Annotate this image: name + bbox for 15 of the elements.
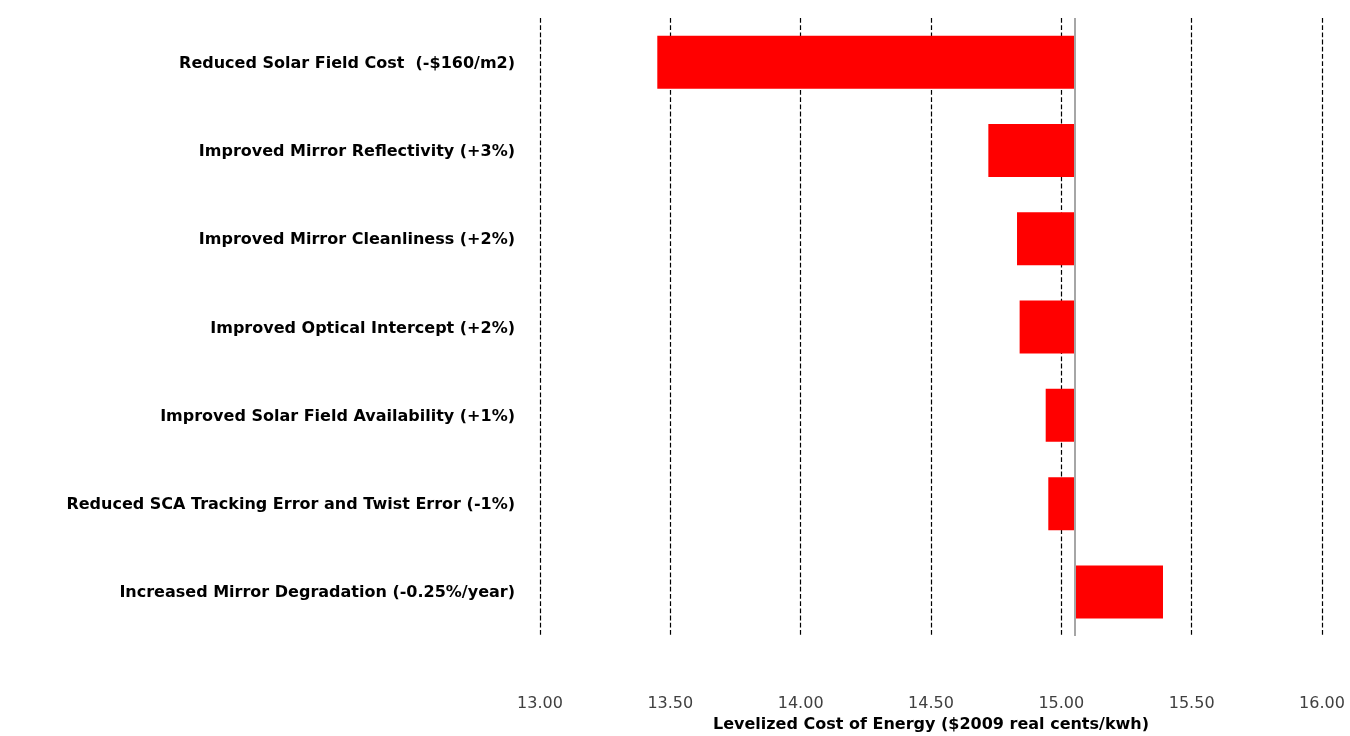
y-tick-label: Reduced Solar Field Cost (-$160/m2): [179, 52, 515, 72]
y-tick-label: Improved Mirror Cleanliness (+2%): [198, 229, 515, 249]
x-tick-label: 15.50: [1168, 692, 1215, 712]
y-tick-label: Reduced SCA Tracking Error and Twist Error (-1%): [66, 494, 515, 514]
x-tick-label: 14.00: [777, 692, 824, 712]
x-tick-label: 13.00: [517, 692, 563, 712]
y-tick-label: Increased Mirror Degradation (-0.25%/year): [119, 582, 515, 602]
x-tick-label: 14.50: [908, 692, 954, 712]
x-tick-label: 16.00: [1299, 692, 1345, 712]
y-tick-label: Improved Optical Intercept (+2%): [210, 317, 515, 337]
x-tick-label: 15.00: [1038, 692, 1085, 712]
y-tick-label: Improved Mirror Reflectivity (+3%): [198, 140, 515, 160]
x-tick-label: 13.50: [647, 692, 694, 712]
x-axis-title: Levelized Cost of Energy ($2009 real cents/kwh): [712, 713, 1150, 733]
y-tick-label: Improved Solar Field Availability (+1%): [160, 405, 515, 425]
